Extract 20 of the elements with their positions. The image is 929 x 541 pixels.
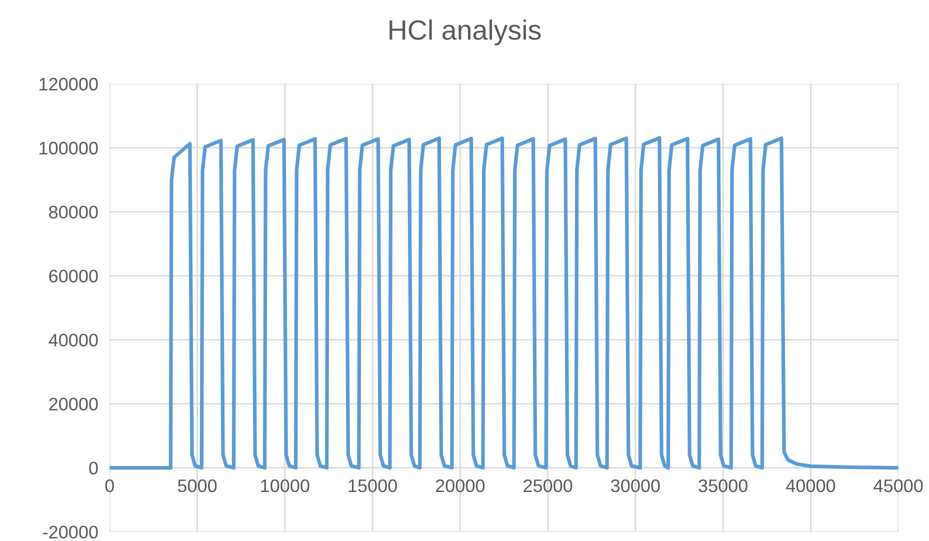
x-tick-label: 20000 [436, 479, 485, 492]
y-tick-label: 0 [89, 462, 98, 475]
x-tick-label: 35000 [698, 479, 748, 492]
y-tick-label: 120000 [40, 78, 98, 91]
x-tick-label: 5000 [178, 479, 217, 492]
x-tick-label: 40000 [786, 479, 836, 492]
x-tick-label: 15000 [348, 479, 397, 492]
y-tick-label: 60000 [49, 270, 98, 283]
y-tick-label: 40000 [48, 334, 98, 347]
y-tick-label: 100000 [40, 142, 98, 155]
line-series [110, 136, 898, 470]
x-tick-label: 45000 [874, 479, 923, 492]
x-tick-label: 30000 [611, 479, 660, 492]
x-tick-label: 0 [105, 479, 114, 492]
x-tick-label: 10000 [261, 479, 310, 492]
x-tick-label: 25000 [524, 479, 572, 492]
y-tick-label: 20000 [49, 398, 98, 411]
chart-title: HCl analysis [390, 20, 541, 46]
y-tick-label: 80000 [49, 206, 98, 219]
y-tick-label: -20000 [43, 526, 98, 539]
